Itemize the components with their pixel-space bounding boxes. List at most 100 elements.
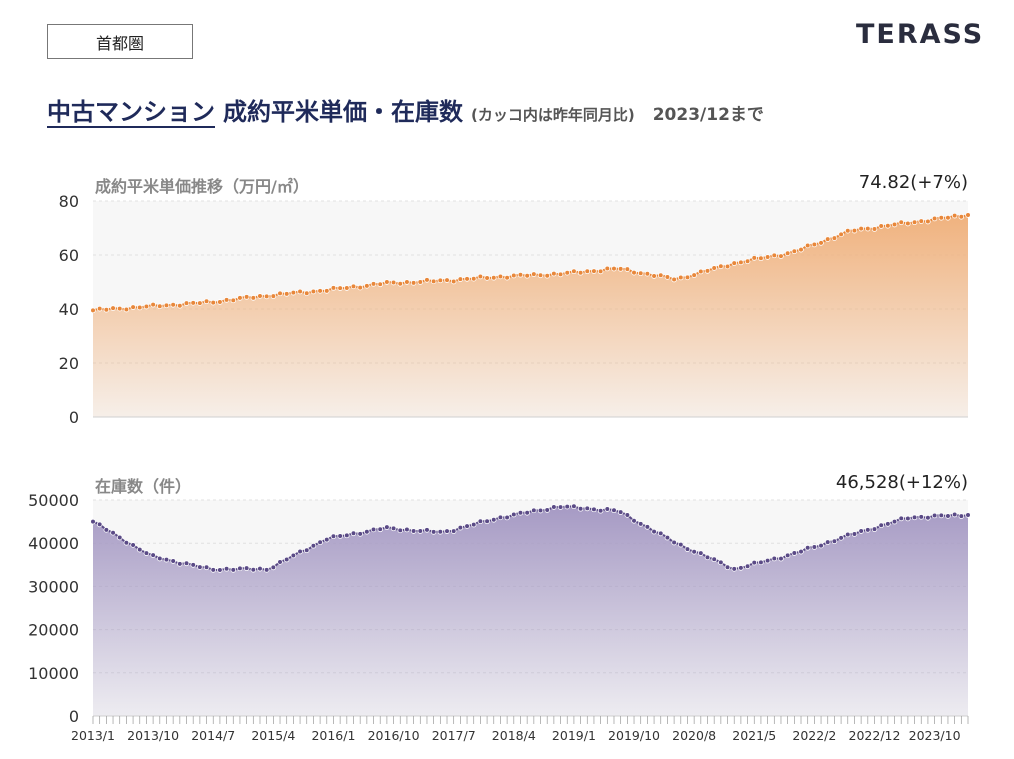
stock-point [163, 556, 170, 563]
stock-point [651, 528, 657, 535]
price-point [858, 225, 864, 232]
price-point [724, 263, 731, 270]
stock-point [517, 510, 524, 516]
price-point [711, 265, 717, 271]
price-point [237, 295, 243, 301]
stock-point [116, 534, 123, 541]
stock-point [243, 565, 250, 571]
stock-point [885, 521, 891, 527]
price-point [450, 278, 457, 285]
stock-x-tick-label: 2018/4 [492, 728, 536, 743]
stock-point [637, 521, 644, 527]
price-point [123, 306, 130, 313]
stock-point [303, 547, 310, 554]
stock-x-tick-label: 2016/10 [368, 728, 420, 743]
stock-point [190, 562, 196, 568]
stock-point [831, 538, 838, 545]
price-point [931, 215, 938, 222]
stock-point [290, 552, 297, 559]
price-point [537, 272, 544, 279]
price-point [624, 266, 631, 272]
stock-point [410, 528, 417, 534]
stock-x-tick-label: 2022/2 [792, 728, 836, 743]
price-point [945, 215, 951, 221]
stock-point [156, 555, 163, 562]
stock-point [751, 559, 758, 566]
stock-point [844, 531, 851, 538]
stock-point [524, 510, 530, 516]
title-note: (カッコ内は昨年同月比) [471, 106, 635, 124]
stock-point [477, 518, 484, 525]
stock-point [671, 539, 677, 546]
price-plot-area [93, 201, 968, 417]
stock-point [791, 550, 798, 556]
price-point [591, 268, 597, 274]
price-point [317, 288, 323, 294]
stock-x-tick-label: 2019/10 [608, 728, 660, 743]
stock-point [417, 528, 424, 534]
price-point [263, 293, 270, 300]
price-point [310, 288, 317, 295]
stock-chart-title: 在庫数（件） [95, 477, 192, 496]
price-point [143, 303, 150, 310]
stock-point [217, 567, 223, 573]
price-point [617, 266, 624, 272]
stock-point [958, 513, 965, 519]
stock-point [704, 554, 711, 561]
price-point [584, 268, 591, 275]
stock-point [965, 512, 971, 518]
stock-point [905, 515, 911, 522]
stock-point [457, 524, 464, 531]
price-point [136, 304, 143, 311]
price-point [551, 270, 557, 277]
stock-point [377, 526, 384, 533]
stock-point [437, 529, 444, 535]
stock-point [497, 514, 504, 521]
stock-x-tick-label: 2015/4 [251, 728, 295, 743]
stock-point [591, 506, 597, 513]
stock-point [878, 522, 884, 529]
price-point [871, 226, 878, 232]
stock-point [925, 515, 931, 521]
price-point [150, 301, 156, 308]
price-point [297, 288, 303, 295]
stock-x-tick-label: 2017/7 [432, 728, 476, 743]
price-point [751, 255, 758, 261]
stock-point [330, 533, 337, 540]
stock-point [397, 527, 404, 534]
stock-point [544, 507, 550, 513]
stock-point [531, 507, 537, 514]
price-current-value: 74.82(+7%) [858, 172, 968, 193]
stock-point [691, 548, 697, 555]
stock-point [230, 567, 237, 573]
stock-point [450, 528, 457, 534]
stock-y-tick-label: 0 [69, 707, 79, 726]
price-point [470, 275, 477, 282]
price-point [177, 302, 183, 309]
price-point [130, 304, 136, 310]
stock-point [644, 524, 651, 530]
stock-point [310, 542, 317, 549]
stock-point [424, 527, 430, 533]
stock-point [110, 529, 116, 536]
price-point [524, 272, 530, 279]
stock-point [584, 505, 591, 512]
stock-point [430, 529, 437, 535]
price-point [891, 221, 898, 228]
stock-point [624, 512, 631, 518]
price-point [377, 281, 384, 288]
stock-point [277, 559, 283, 565]
price-point [457, 276, 464, 282]
stock-point [504, 514, 510, 521]
price-point [664, 274, 671, 280]
price-point [637, 270, 644, 277]
price-y-tick-label: 20 [59, 354, 79, 373]
price-point [597, 268, 604, 275]
stock-point [911, 514, 918, 521]
title-rest: 成約平米単価・在庫数 [223, 98, 463, 126]
stock-point [197, 564, 203, 570]
stock-point [484, 518, 490, 525]
stock-x-tick-label: 2020/8 [672, 728, 716, 743]
stock-point [724, 564, 731, 571]
price-point [210, 299, 217, 306]
